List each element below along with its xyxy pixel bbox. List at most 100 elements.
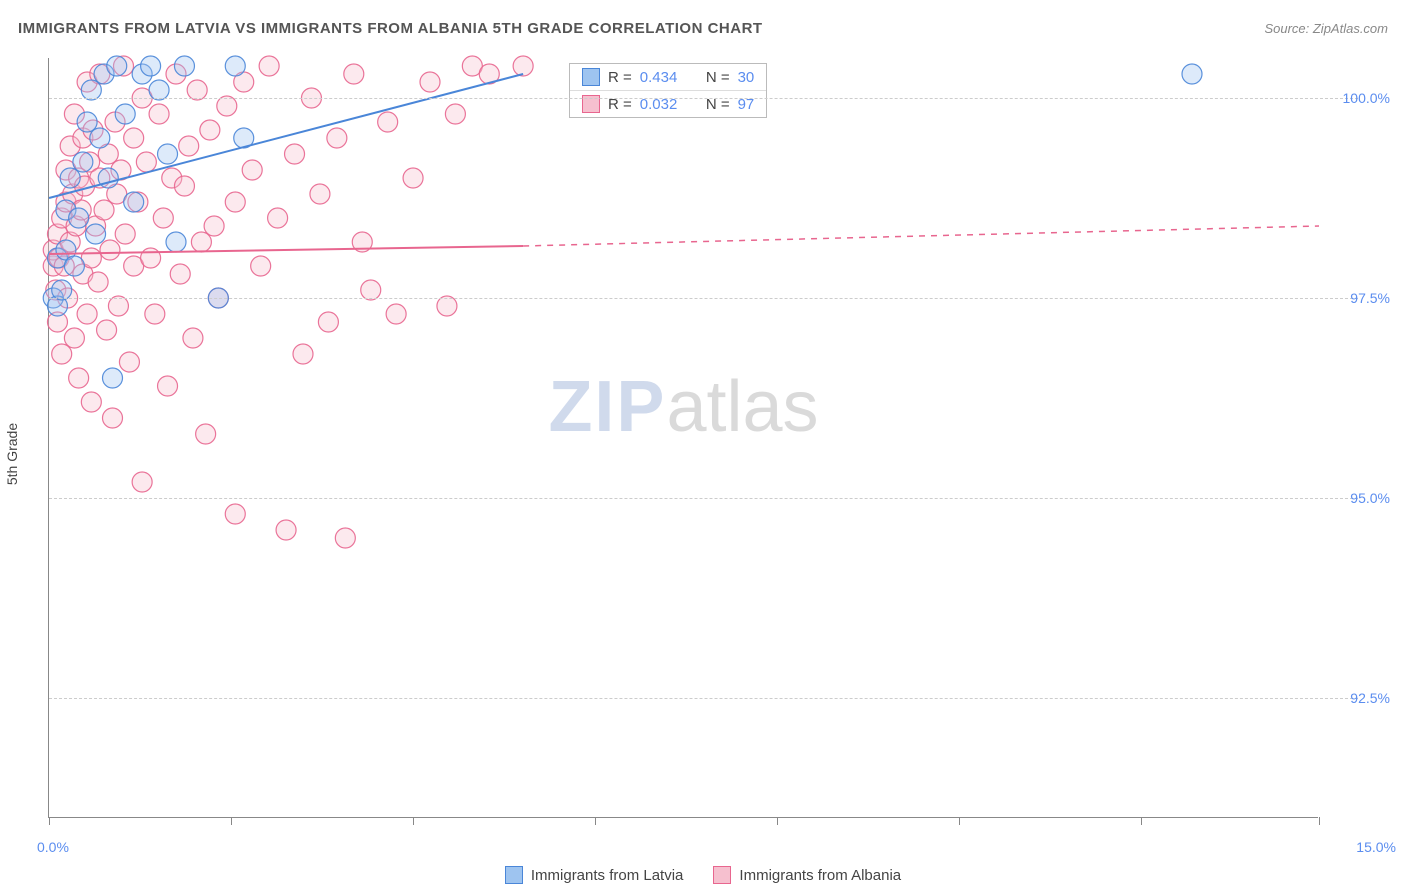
gridline-h xyxy=(49,98,1358,99)
chart-title: IMMIGRANTS FROM LATVIA VS IMMIGRANTS FRO… xyxy=(18,20,763,37)
gridline-h xyxy=(49,498,1358,499)
scatter-point xyxy=(141,248,161,268)
scatter-point xyxy=(251,256,271,276)
scatter-point xyxy=(77,304,97,324)
stat-r-value: 0.434 xyxy=(640,69,678,86)
scatter-point xyxy=(403,168,423,188)
scatter-point xyxy=(124,128,144,148)
x-tick xyxy=(1319,817,1320,825)
scatter-point xyxy=(149,104,169,124)
source-attribution: Source: ZipAtlas.com xyxy=(1264,21,1388,36)
x-tick xyxy=(959,817,960,825)
gridline-h xyxy=(49,698,1358,699)
series-swatch xyxy=(582,68,600,86)
scatter-point xyxy=(183,328,203,348)
regression-line xyxy=(49,74,523,198)
scatter-point xyxy=(200,120,220,140)
stat-row: R = 0.434 N = 30 xyxy=(570,64,766,90)
y-tick-label: 92.5% xyxy=(1330,690,1390,706)
scatter-point xyxy=(1182,64,1202,84)
x-axis-max-label: 15.0% xyxy=(1356,839,1396,855)
scatter-point xyxy=(103,408,123,428)
scatter-point xyxy=(141,56,161,76)
scatter-point xyxy=(69,368,89,388)
scatter-point xyxy=(166,232,186,252)
scatter-point xyxy=(437,296,457,316)
scatter-point xyxy=(69,208,89,228)
scatter-point xyxy=(132,472,152,492)
scatter-point xyxy=(97,320,117,340)
scatter-point xyxy=(81,392,101,412)
scatter-point xyxy=(52,280,72,300)
scatter-point xyxy=(445,104,465,124)
scatter-point xyxy=(204,216,224,236)
scatter-point xyxy=(94,200,114,220)
scatter-point xyxy=(64,256,84,276)
stat-n-label: N = xyxy=(706,69,730,86)
scatter-point xyxy=(103,368,123,388)
source-name: ZipAtlas.com xyxy=(1313,21,1388,36)
scatter-point xyxy=(386,304,406,324)
scatter-point xyxy=(174,176,194,196)
scatter-point xyxy=(81,80,101,100)
stat-n-value: 30 xyxy=(738,69,755,86)
plot-area: ZIPatlas R = 0.434 N = 30R = 0.032 N = 9… xyxy=(48,58,1318,818)
stat-r-label: R = xyxy=(608,69,632,86)
y-tick-label: 100.0% xyxy=(1330,90,1390,106)
scatter-point xyxy=(108,296,128,316)
scatter-point xyxy=(52,344,72,364)
scatter-point xyxy=(107,56,127,76)
legend-label: Immigrants from Albania xyxy=(739,867,901,884)
source-prefix: Source: xyxy=(1264,21,1312,36)
scatter-point xyxy=(60,168,80,188)
scatter-point xyxy=(344,64,364,84)
legend-item: Immigrants from Latvia xyxy=(505,866,684,884)
x-tick xyxy=(595,817,596,825)
scatter-point xyxy=(310,184,330,204)
stat-legend-box: R = 0.434 N = 30R = 0.032 N = 97 xyxy=(569,63,767,118)
y-tick-label: 97.5% xyxy=(1330,290,1390,306)
legend-label: Immigrants from Latvia xyxy=(531,867,684,884)
scatter-point xyxy=(191,232,211,252)
bottom-legend: Immigrants from Latvia Immigrants from Al… xyxy=(0,866,1406,884)
scatter-point xyxy=(327,128,347,148)
scatter-point xyxy=(187,80,207,100)
regression-line-dashed xyxy=(523,226,1319,246)
scatter-point xyxy=(145,304,165,324)
stat-row: R = 0.032 N = 97 xyxy=(570,90,766,117)
scatter-point xyxy=(119,352,139,372)
scatter-point xyxy=(64,328,84,348)
scatter-point xyxy=(88,272,108,292)
scatter-point xyxy=(149,80,169,100)
scatter-point xyxy=(77,112,97,132)
scatter-point xyxy=(86,224,106,244)
scatter-point xyxy=(153,208,173,228)
scatter-svg xyxy=(49,58,1318,817)
x-tick xyxy=(777,817,778,825)
scatter-point xyxy=(90,128,110,148)
x-tick xyxy=(231,817,232,825)
scatter-point xyxy=(259,56,279,76)
scatter-point xyxy=(285,144,305,164)
scatter-point xyxy=(225,56,245,76)
scatter-point xyxy=(293,344,313,364)
x-axis-min-label: 0.0% xyxy=(37,839,69,855)
scatter-point xyxy=(513,56,533,76)
scatter-point xyxy=(170,264,190,284)
scatter-point xyxy=(196,424,216,444)
legend-swatch xyxy=(505,866,523,884)
x-tick xyxy=(1141,817,1142,825)
scatter-point xyxy=(124,192,144,212)
gridline-h xyxy=(49,298,1358,299)
scatter-point xyxy=(420,72,440,92)
scatter-point xyxy=(158,376,178,396)
scatter-point xyxy=(378,112,398,132)
scatter-point xyxy=(100,240,120,260)
x-tick xyxy=(49,817,50,825)
scatter-point xyxy=(136,152,156,172)
scatter-point xyxy=(179,136,199,156)
scatter-point xyxy=(276,520,296,540)
y-axis-label: 5th Grade xyxy=(4,423,20,485)
scatter-point xyxy=(361,280,381,300)
legend-swatch xyxy=(713,866,731,884)
